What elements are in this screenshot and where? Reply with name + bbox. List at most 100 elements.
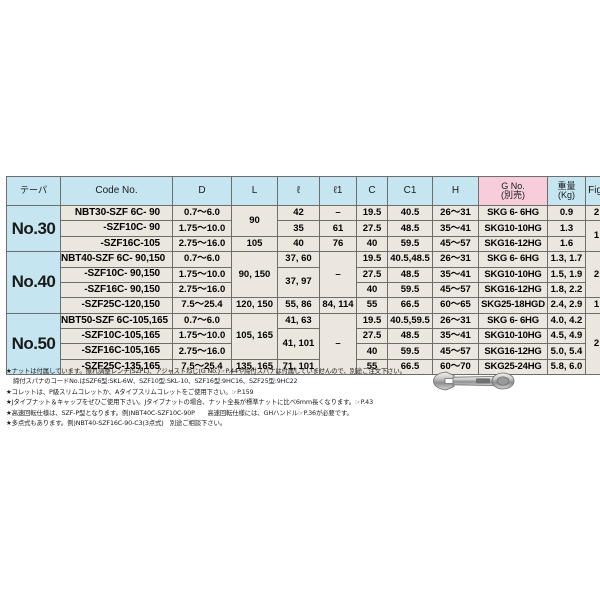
table-row: No.30 NBT30-SZF 6C- 90 0.7〜6.0 90 42–19.5 40.… bbox=[6, 204, 600, 253]
taper-cell: No.30 bbox=[6, 204, 61, 253]
cell-h: 45〜57 bbox=[432, 281, 479, 299]
table-row: -SZF10C- 90 1.75〜10.0 35 61 27.5 48.5 35〜41 SKG… bbox=[7, 220, 600, 253]
cell-l-small: 35 bbox=[277, 220, 320, 237]
cell-c: 55 bbox=[356, 297, 388, 314]
cell-code-no: -SZF25C-135,165 bbox=[60, 358, 173, 376]
cell-weight: 1.5, 1.9 bbox=[547, 266, 586, 283]
cell-h: 45〜57 bbox=[432, 235, 479, 253]
cell-l-total: 90 bbox=[231, 205, 278, 237]
taper-cell: No.50 bbox=[6, 312, 61, 376]
cell-h: 26〜31 bbox=[432, 204, 479, 222]
cell-weight: 4.0, 4.2 bbox=[547, 312, 586, 330]
cell-l-small: 40 bbox=[277, 235, 320, 253]
cell-d: 7.5〜25.4 bbox=[172, 297, 232, 314]
cell-fig: 1 bbox=[585, 220, 600, 253]
cell-c1: 40.5,48.5 bbox=[387, 251, 433, 268]
cell-g-no: SKG25-24HG bbox=[478, 358, 548, 376]
cell-code-no: -SZF25C-120,150 bbox=[60, 297, 173, 314]
cell-c1: 48.5 bbox=[387, 327, 433, 345]
cell-l-total: 120, 150 bbox=[231, 297, 278, 314]
cell-code-no: -SZF16C- 90,150 bbox=[60, 281, 173, 299]
cell-l1: 84, 114 bbox=[319, 297, 357, 314]
cell-code-no: -SZF16C-105,165 bbox=[60, 343, 173, 360]
col-header-l1: ℓ1 bbox=[319, 176, 357, 206]
col-header-code: Code No. bbox=[60, 176, 173, 206]
cell-l-small: 42 bbox=[277, 204, 320, 222]
cell-c1: 40.5,59.5 bbox=[387, 312, 433, 330]
cell-l1: – bbox=[319, 204, 357, 222]
footnote-line: ★高速回転仕様は、SZF-P型となります。例)NBT40C-SZF10C-90P… bbox=[6, 408, 353, 417]
col-header-gno: G No. (別売) bbox=[478, 176, 548, 206]
cell-c1: 66.5 bbox=[387, 358, 433, 376]
cell-fig: 2 bbox=[585, 312, 600, 376]
table-row: No.40 NBT40-SZF 6C- 90,150 0.7〜6.0 90, 150 3… bbox=[6, 251, 600, 314]
cell-d: 0.7〜6.0 bbox=[172, 251, 232, 268]
cell-d: 2.75〜16.0 bbox=[172, 281, 232, 299]
cell-weight: 1.6 bbox=[547, 235, 586, 253]
cell-weight: 1.3, 1.7 bbox=[547, 251, 586, 268]
cell-h: 26〜31 bbox=[432, 312, 479, 330]
cell-g-no: SKG16-12HG bbox=[478, 281, 548, 299]
cell-fig: 2 bbox=[585, 204, 600, 222]
table-row: -SZF16C-105,165 2.75〜16.0 40 59.5 45〜57 SKG16… bbox=[7, 343, 600, 360]
cell-l-total: 135, 165 bbox=[231, 358, 278, 376]
cell-c: 27.5 bbox=[356, 220, 388, 237]
taper-cell: No.40 bbox=[6, 251, 61, 314]
cell-weight: 2.4, 2.9 bbox=[547, 297, 586, 314]
cell-d: 0.7〜6.0 bbox=[172, 312, 232, 330]
cell-c1: 59.5 bbox=[387, 343, 433, 360]
table-row: -SZF10C-105,165 1.75〜10.0 41, 101 27.5 48.5 3… bbox=[7, 327, 600, 360]
cell-l-small: 71, 101 bbox=[277, 358, 320, 376]
cell-l1: 76 bbox=[319, 235, 357, 253]
footnote-line: ★ナットは付属しています。振れ調整レンチ(SZFL)、アジャストねじ(G No.… bbox=[6, 367, 406, 375]
cell-weight: 1.8, 2.2 bbox=[547, 281, 586, 299]
cell-c: 19.5 bbox=[356, 312, 388, 330]
cell-fig: 1 bbox=[585, 297, 600, 314]
cell-h: 26〜31 bbox=[432, 251, 479, 268]
col-header-L: L bbox=[231, 176, 278, 206]
col-header-D: D bbox=[172, 176, 232, 206]
cell-c: 27.5 bbox=[356, 327, 388, 345]
cell-c: 40 bbox=[356, 235, 388, 253]
table-row: -SZF25C-135,165 7.5〜25.4 135, 165 71, 101 55… bbox=[7, 358, 600, 376]
footnote-line: ★Jタイプナット＆キャップをぜひご使用下さい。Jタイプナットの場合、ナット全長が… bbox=[6, 398, 373, 407]
cell-code-no: -SZF10C- 90 bbox=[60, 220, 173, 237]
col-header-C: C bbox=[356, 176, 388, 206]
cell-l-total: 90, 150 bbox=[231, 251, 278, 299]
cell-l-small: 41, 63 bbox=[277, 312, 320, 330]
table-row: No.50 NBT50-SZF 6C-105,165 0.7〜6.0 105, 165… bbox=[6, 312, 600, 376]
cell-c: 19.5 bbox=[356, 204, 388, 222]
footnote-line: ★コレットは、P級スリムコレットか、Aタイプスリムコレットをご使用下さい。☞P.… bbox=[6, 387, 254, 396]
cell-h: 45〜57 bbox=[432, 343, 479, 360]
cell-c: 27.5 bbox=[356, 266, 388, 283]
footnote-line: ★多点式もあります。例)NBT40-SZF16C-90-C3(3点式) 別途ご相… bbox=[6, 418, 226, 427]
cell-g-no: SKG10-10HG bbox=[478, 327, 548, 345]
col-header-fig: Fig. bbox=[585, 176, 600, 206]
cell-code-no: NBT30-SZF 6C- 90 bbox=[60, 204, 173, 222]
cell-l-small: 41, 101 bbox=[277, 328, 320, 360]
cell-fig: 2 bbox=[585, 251, 600, 299]
cell-l-small: 55, 86 bbox=[277, 297, 320, 314]
cell-code-no: -SZF10C-105,165 bbox=[60, 327, 173, 345]
cell-g-no: SKG 6- 6HG bbox=[478, 204, 548, 222]
cell-d: 1.75〜10.0 bbox=[172, 327, 232, 345]
cell-l1: – bbox=[319, 312, 357, 376]
col-header-weight: 重量 (Kg) bbox=[547, 176, 586, 206]
cell-l1: – bbox=[319, 251, 357, 299]
cell-c: 40 bbox=[356, 281, 388, 299]
cell-code-no: NBT40-SZF 6C- 90,150 bbox=[60, 251, 173, 268]
cell-l-small: 37, 97 bbox=[277, 266, 320, 299]
cell-g-no: SKG16-12HG bbox=[478, 343, 548, 360]
cell-weight: 0.9 bbox=[547, 204, 586, 222]
cell-g-no: SKG16-12HG bbox=[478, 235, 548, 253]
footnotes-block: ★ナットは付属しています。振れ調整レンチ(SZFL)、アジャストねじ(G No.… bbox=[6, 366, 436, 428]
cell-d: 1.75〜10.0 bbox=[172, 266, 232, 283]
cell-c1: 59.5 bbox=[387, 235, 433, 253]
cell-g-no: SKG25-18HGD bbox=[478, 297, 548, 314]
cell-l-total: 105, 165 bbox=[231, 312, 278, 360]
cell-l1: 61 bbox=[319, 220, 357, 237]
cell-g-no: SKG10-10HG bbox=[478, 266, 548, 283]
